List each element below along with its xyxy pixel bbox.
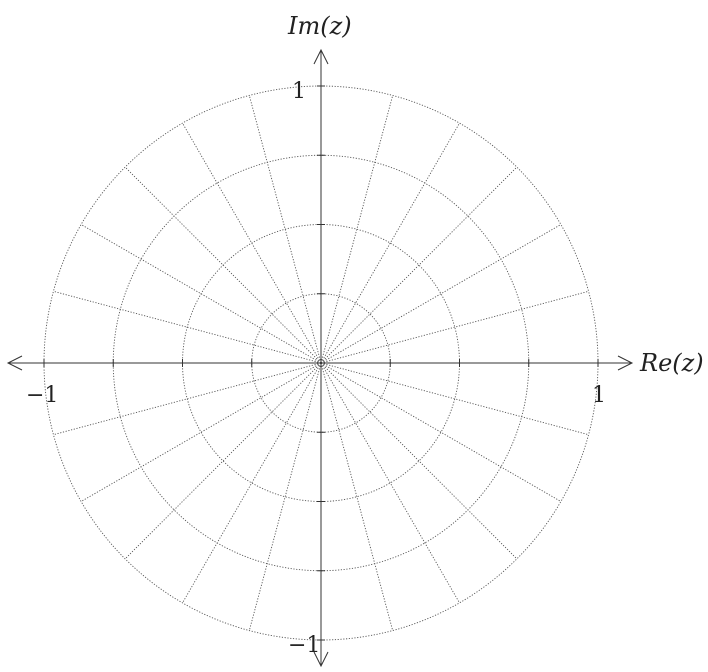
radial-line-345deg — [320, 362, 589, 436]
y-tick-label-pos: 1 — [292, 79, 306, 104]
radial-line-225deg — [124, 362, 322, 560]
radial-line-300deg — [320, 362, 460, 604]
axis-ticks — [43, 85, 599, 641]
radial-line-15deg — [320, 290, 589, 364]
radial-line-45deg — [320, 166, 518, 364]
radial-line-330deg — [320, 362, 562, 502]
imaginary-axis-label: Im(z) — [287, 12, 352, 40]
radial-line-75deg — [320, 95, 394, 364]
radial-line-210deg — [80, 362, 322, 502]
radial-line-285deg — [320, 362, 394, 631]
real-axis-right-arrow — [617, 355, 634, 371]
x-tick-label-neg: −1 — [26, 383, 58, 408]
imaginary-axis-bottom-arrow — [313, 651, 329, 668]
radial-line-30deg — [320, 224, 562, 364]
radial-line-60deg — [320, 122, 460, 364]
axes — [6, 48, 634, 668]
real-axis-label: Re(z) — [639, 349, 704, 377]
x-tick-label-pos: 1 — [592, 383, 606, 408]
radial-line-240deg — [182, 362, 322, 604]
imaginary-axis-top-arrow — [313, 48, 329, 65]
real-axis-left-arrow — [6, 355, 23, 371]
y-tick-label-neg: −1 — [288, 633, 320, 658]
radial-line-255deg — [248, 362, 322, 631]
radial-line-315deg — [320, 362, 518, 560]
